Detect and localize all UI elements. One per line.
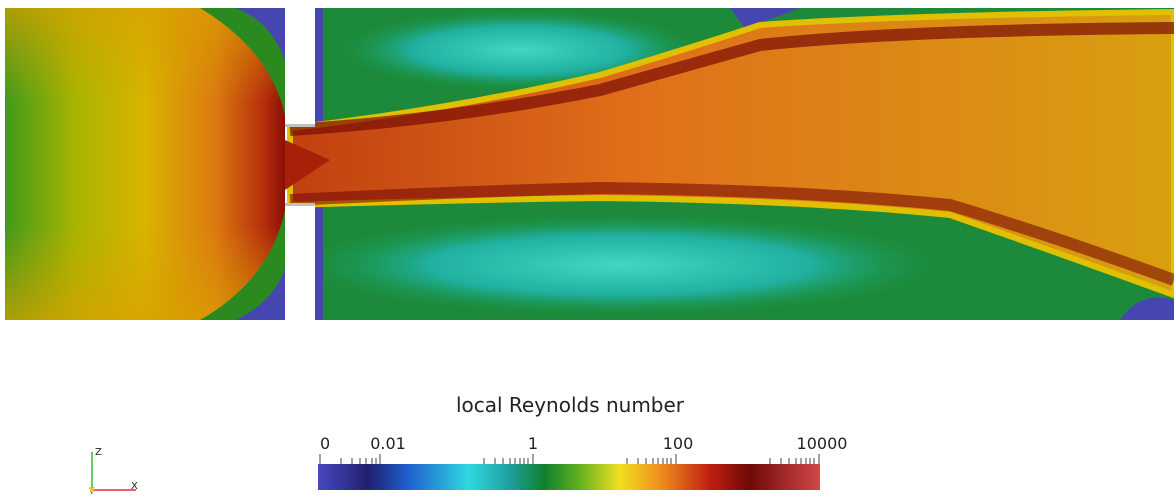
colorbar-tick-label: 1 — [528, 434, 538, 453]
colorbar-ticks — [319, 454, 820, 464]
orifice-wall — [285, 205, 315, 320]
corner — [235, 8, 285, 60]
colorbar-tick-label: 0 — [320, 434, 330, 453]
colorbar-tick-label: 100 — [663, 434, 694, 453]
orifice-wall — [285, 8, 315, 126]
left-chamber-shade — [5, 8, 285, 320]
flow-field — [5, 8, 1174, 320]
colorbar-title: local Reynolds number — [456, 393, 685, 417]
colorbar-ramp — [318, 464, 820, 490]
corner — [235, 270, 285, 320]
shear-layer — [289, 22, 1174, 136]
y-axis — [90, 488, 94, 492]
axis-label: X — [131, 481, 138, 492]
corner — [200, 210, 285, 320]
corner — [1120, 297, 1174, 320]
shear-layer — [289, 181, 1174, 286]
colorbar-tick-label: 0.01 — [370, 434, 406, 453]
axis-label: Z — [95, 447, 102, 458]
axes-triad: Z Y X — [88, 447, 138, 497]
corner — [730, 8, 800, 28]
vena-contracta — [285, 140, 330, 190]
colorbar-tick-label: 10000 — [797, 434, 848, 453]
orifice-edge — [285, 124, 315, 127]
recirculation — [300, 215, 940, 315]
corner — [200, 8, 285, 115]
colorbar: local Reynolds number 0 0.01 1 100 10000 — [318, 393, 847, 490]
orifice-edge — [285, 203, 315, 206]
